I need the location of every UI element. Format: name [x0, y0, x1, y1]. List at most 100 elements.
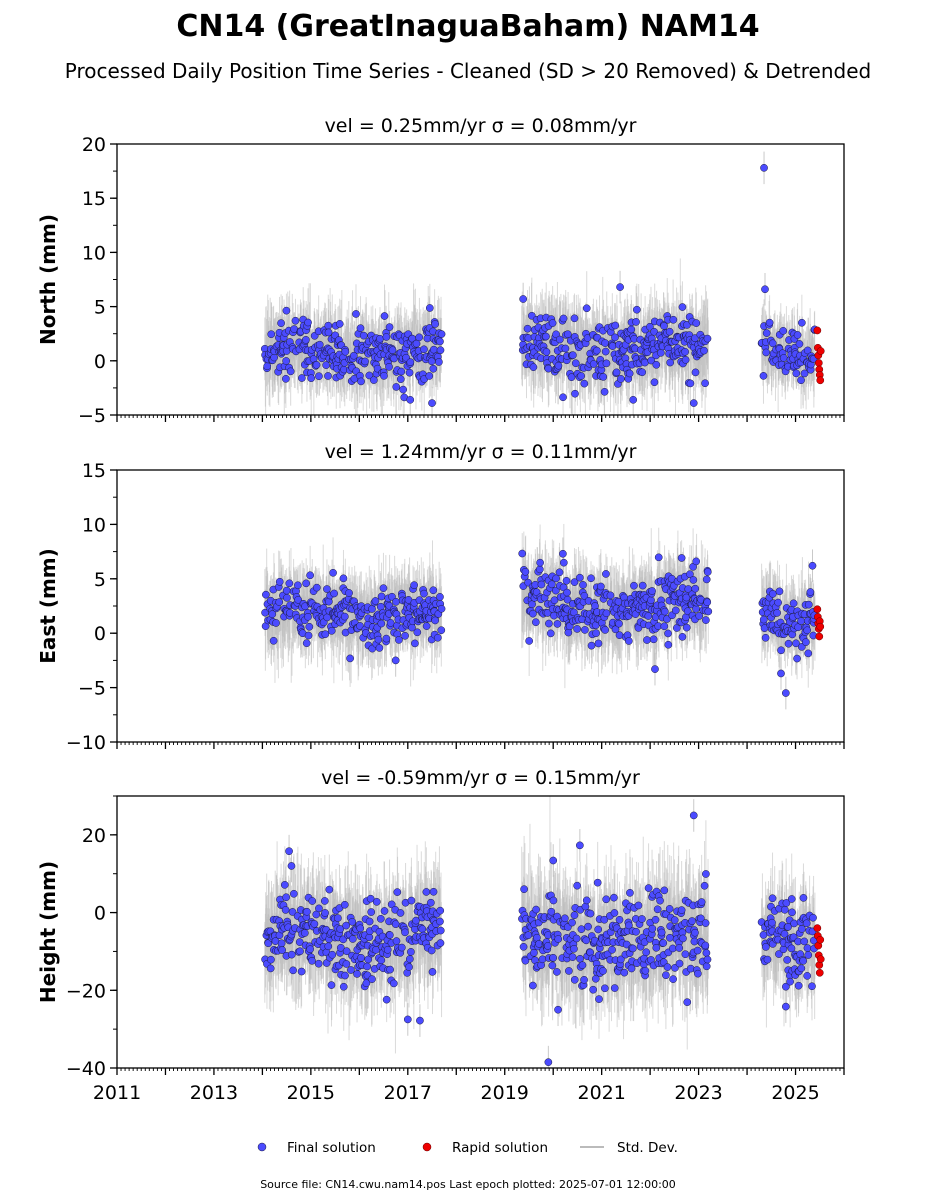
final-point: [660, 622, 669, 631]
y-tick-label: 15: [82, 188, 106, 210]
final-point: [277, 319, 285, 327]
final-point: [307, 374, 316, 383]
final-point: [306, 571, 314, 580]
final-point: [579, 581, 587, 589]
final-point: [760, 163, 768, 172]
final-point: [691, 584, 700, 593]
final-point: [345, 589, 353, 597]
final-point: [695, 612, 704, 620]
final-point: [686, 570, 694, 579]
final-point: [797, 617, 805, 625]
final-point: [304, 612, 312, 621]
east-axes-frame: [116, 469, 845, 743]
final-point: [660, 322, 668, 330]
final-point: [559, 393, 567, 402]
final-point: [428, 399, 436, 407]
final-point: [542, 348, 551, 356]
final-point: [692, 557, 701, 566]
figure-title: CN14 (GreatInaguaBaham) NAM14: [176, 9, 759, 44]
final-point: [379, 584, 388, 593]
final-point: [700, 346, 708, 355]
final-point: [294, 581, 302, 590]
final-point: [651, 665, 659, 673]
final-point: [546, 629, 555, 638]
east-panel: −10 −5 0 5 10 15 vel = 1.24mm/yr σ = 0.11mm/yr…: [36, 441, 845, 754]
final-point: [703, 598, 712, 607]
final-point: [600, 387, 609, 396]
final-point: [601, 339, 609, 347]
final-point: [678, 303, 687, 311]
rapid-point: [816, 622, 825, 631]
final-point: [592, 629, 600, 638]
final-point: [797, 376, 805, 385]
final-point: [542, 332, 550, 341]
final-point: [587, 641, 596, 650]
final-point: [377, 619, 386, 628]
final-point: [397, 367, 406, 376]
final-point: [569, 351, 577, 360]
final-point: [804, 649, 813, 658]
final-point: [262, 590, 270, 599]
final-point: [798, 318, 806, 327]
final-point: [518, 549, 527, 558]
final-point: [302, 579, 310, 588]
rapid-point: [815, 632, 824, 641]
final-point: [630, 581, 638, 590]
final-point: [701, 379, 709, 388]
final-point: [263, 362, 272, 371]
final-point: [282, 374, 290, 383]
final-point: [768, 339, 777, 348]
final-point: [563, 595, 572, 604]
final-point: [692, 319, 701, 327]
final-point: [567, 373, 576, 382]
final-point: [275, 577, 284, 586]
final-point: [282, 357, 290, 365]
final-point: [375, 644, 384, 652]
final-point: [537, 580, 546, 589]
final-point: [587, 574, 595, 583]
final-point: [519, 295, 528, 303]
final-point: [656, 348, 665, 357]
final-point: [652, 360, 661, 369]
final-point: [627, 325, 636, 334]
rapid-point: [814, 359, 823, 367]
final-point: [689, 399, 698, 407]
final-point: [324, 328, 333, 337]
final-point: [550, 596, 559, 605]
final-point: [648, 587, 656, 595]
final-point: [305, 622, 314, 631]
y-tick-label: 5: [94, 297, 106, 319]
final-point: [702, 616, 710, 624]
final-point: [611, 625, 620, 634]
final-point: [282, 586, 291, 595]
final-point: [580, 379, 589, 388]
final-point: [602, 609, 611, 618]
final-point: [792, 369, 801, 378]
height-plot-area: [261, 796, 825, 1068]
final-point: [425, 372, 434, 380]
final-point: [429, 364, 438, 373]
final-point: [365, 371, 374, 380]
final-point: [606, 591, 615, 600]
final-point: [298, 374, 306, 382]
final-point: [321, 630, 330, 639]
final-point: [385, 363, 393, 371]
final-point: [420, 345, 428, 354]
y-tick-label: 0: [94, 351, 106, 373]
final-point: [625, 637, 633, 645]
rapid-point: [816, 347, 825, 355]
final-point: [552, 574, 560, 583]
final-point: [689, 576, 698, 584]
final-point: [269, 636, 278, 645]
final-point: [431, 320, 440, 328]
final-point: [346, 654, 354, 663]
final-point: [275, 598, 284, 606]
final-point: [641, 358, 649, 367]
final-point: [550, 611, 558, 620]
rapid-point: [813, 326, 822, 335]
final-point: [575, 573, 584, 582]
final-point: [564, 628, 573, 637]
final-point: [286, 367, 295, 376]
final-point: [665, 327, 674, 336]
